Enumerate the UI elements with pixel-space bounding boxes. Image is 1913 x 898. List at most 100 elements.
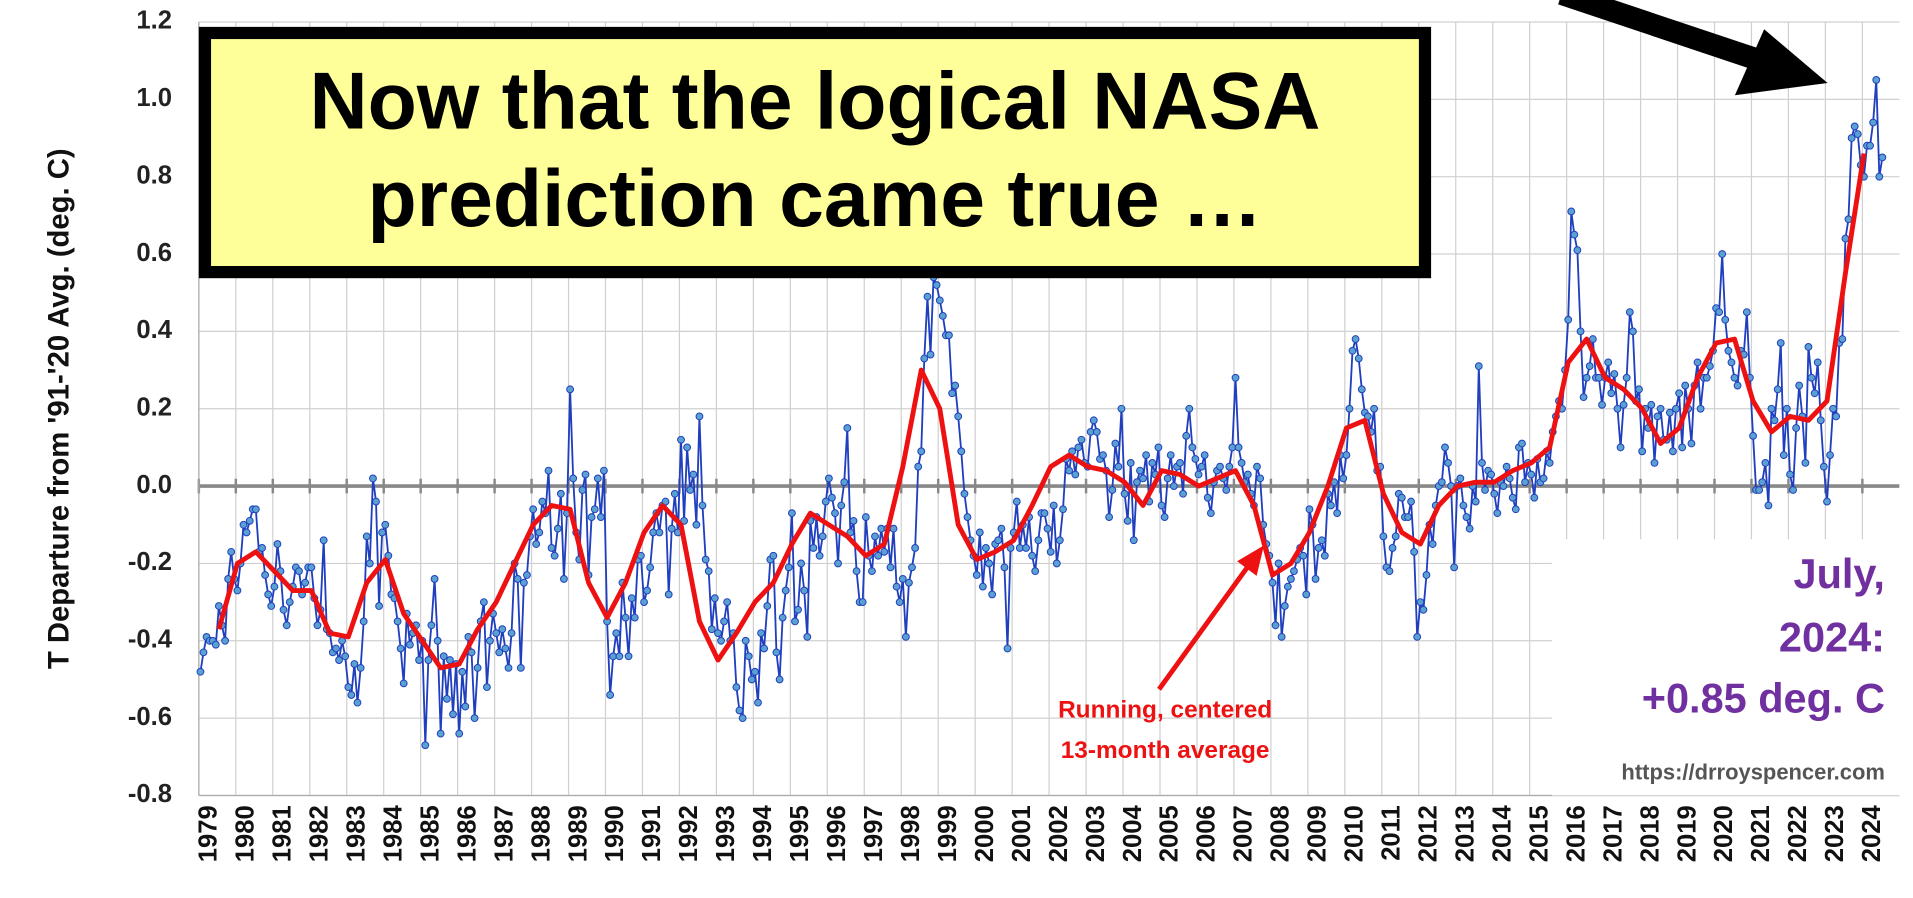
monthly-point xyxy=(710,594,719,603)
monthly-point xyxy=(1530,493,1539,502)
monthly-point xyxy=(344,683,353,692)
y-tick-label: 0.0 xyxy=(136,471,172,499)
monthly-point xyxy=(834,559,842,568)
monthly-point xyxy=(1527,470,1536,479)
latest-label: +0.85 deg. C xyxy=(1642,674,1885,721)
monthly-point xyxy=(553,524,562,533)
monthly-point xyxy=(732,683,741,692)
monthly-point xyxy=(1028,551,1037,560)
x-tick-label: 2019 xyxy=(1673,805,1701,862)
monthly-point xyxy=(427,621,436,630)
monthly-point xyxy=(1299,551,1308,560)
monthly-point xyxy=(396,644,405,653)
monthly-point xyxy=(1216,462,1224,471)
monthly-point xyxy=(963,513,972,521)
y-tick-label: 1.2 xyxy=(136,7,172,35)
monthly-point xyxy=(529,505,538,514)
x-tick-label: 1991 xyxy=(638,805,666,862)
monthly-point xyxy=(1675,389,1684,398)
monthly-point xyxy=(270,582,279,591)
monthly-point xyxy=(655,528,664,537)
monthly-point xyxy=(1598,400,1606,409)
monthly-point xyxy=(849,516,858,525)
monthly-point xyxy=(880,547,889,556)
monthly-point xyxy=(1653,412,1662,421)
monthly-point xyxy=(1111,439,1120,448)
monthly-point xyxy=(1142,451,1150,460)
y-tick-label: 0.8 xyxy=(136,161,172,189)
monthly-point xyxy=(285,598,294,607)
monthly-point xyxy=(1022,544,1030,552)
monthly-point xyxy=(556,489,565,498)
monthly-point xyxy=(1317,536,1326,545)
monthly-point xyxy=(1764,501,1773,510)
x-tick-label: 2021 xyxy=(1747,805,1775,862)
monthly-point xyxy=(196,667,205,676)
running-label: 13-month average xyxy=(1061,737,1270,764)
x-tick-label: 1988 xyxy=(527,805,555,862)
monthly-point xyxy=(1518,439,1526,448)
monthly-point xyxy=(1490,489,1499,498)
x-tick-label: 2011 xyxy=(1378,805,1406,861)
monthly-point xyxy=(1283,582,1292,591)
monthly-point xyxy=(861,513,870,521)
monthly-point xyxy=(442,694,451,703)
monthly-point xyxy=(273,540,282,548)
monthly-point xyxy=(741,636,750,645)
x-tick-label: 1996 xyxy=(823,805,851,862)
monthly-point xyxy=(692,520,701,529)
monthly-point xyxy=(957,447,966,456)
monthly-point xyxy=(319,536,328,545)
monthly-point xyxy=(803,632,812,641)
monthly-point xyxy=(519,578,528,587)
monthly-point xyxy=(714,629,722,638)
monthly-point xyxy=(1829,404,1837,413)
monthly-point xyxy=(1625,308,1634,317)
monthly-point xyxy=(1203,493,1212,502)
monthly-point xyxy=(279,605,288,614)
x-tick-label: 2001 xyxy=(1008,805,1036,862)
y-tick-label: 0.6 xyxy=(136,239,172,267)
monthly-point xyxy=(1311,575,1320,583)
monthly-point xyxy=(852,567,861,576)
x-tick-label: 1992 xyxy=(675,805,703,862)
x-tick-label: 1983 xyxy=(342,805,370,862)
monthly-point xyxy=(1804,342,1813,351)
monthly-point xyxy=(778,613,787,622)
monthly-point xyxy=(889,524,898,533)
monthly-point xyxy=(1816,416,1825,425)
x-tick-label: 1982 xyxy=(306,805,334,862)
monthly-point xyxy=(837,501,846,510)
monthly-point xyxy=(375,602,383,610)
monthly-point xyxy=(1742,308,1751,317)
monthly-point xyxy=(1776,339,1785,347)
monthly-point xyxy=(948,389,957,398)
monthly-point xyxy=(399,679,408,688)
monthly-point xyxy=(794,605,802,614)
monthly-point xyxy=(846,528,855,537)
monthly-point xyxy=(1450,563,1459,572)
monthly-point xyxy=(341,652,350,661)
monthly-point xyxy=(951,381,960,390)
monthly-point xyxy=(1656,404,1665,413)
monthly-point xyxy=(1570,230,1579,239)
monthly-point xyxy=(1163,474,1172,483)
monthly-point xyxy=(1185,404,1194,413)
x-tick-label: 1987 xyxy=(490,805,518,862)
monthly-point xyxy=(717,636,725,645)
y-axis-label: T Departure from '91-'20 Avg. (deg. C) xyxy=(43,148,76,669)
monthly-point xyxy=(1416,598,1425,607)
monthly-point xyxy=(1206,509,1215,518)
monthly-point xyxy=(1672,404,1680,413)
monthly-point xyxy=(221,636,229,645)
monthly-point xyxy=(1604,358,1613,367)
monthly-point xyxy=(587,513,596,521)
monthly-point xyxy=(868,567,876,576)
monthly-point xyxy=(914,462,923,471)
callout-text: prediction came true … xyxy=(368,154,1263,244)
monthly-point xyxy=(1333,509,1342,518)
x-tick-label: 1997 xyxy=(860,805,888,862)
monthly-point xyxy=(784,563,793,572)
x-tick-label: 2006 xyxy=(1193,805,1221,862)
monthly-point xyxy=(1253,462,1261,471)
